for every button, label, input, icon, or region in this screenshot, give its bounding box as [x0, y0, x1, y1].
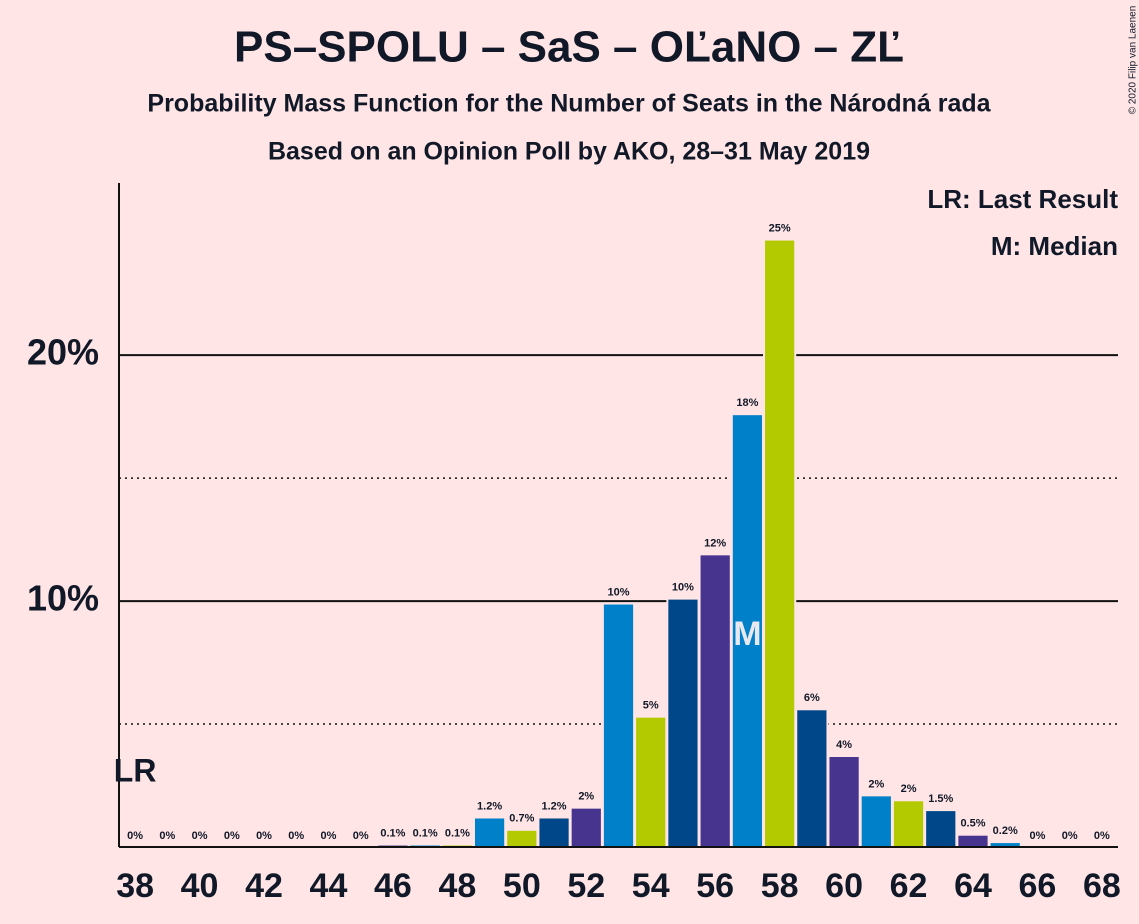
data-label: 0%	[321, 830, 337, 842]
x-tick-label: 66	[1019, 867, 1057, 905]
data-label: 0.2%	[993, 825, 1018, 837]
bar	[859, 794, 893, 848]
data-label: 0%	[127, 830, 143, 842]
x-tick-label: 44	[310, 867, 348, 905]
data-label: 1.2%	[477, 800, 502, 812]
x-tick-label: 56	[696, 867, 734, 905]
x-tick-label: 62	[890, 867, 928, 905]
data-label: 0.1%	[380, 827, 405, 839]
x-tick-label: 38	[116, 867, 154, 905]
bar	[537, 816, 571, 849]
data-label: 10%	[607, 586, 629, 598]
x-tick-label: 68	[1083, 867, 1121, 905]
data-label: 2%	[901, 783, 917, 795]
copyright: © 2020 Filip van Laenen	[1128, 6, 1139, 115]
chart-title: PS–SPOLU – SaS – OĽaNO – ZĽ	[234, 23, 904, 72]
x-tick-label: 42	[245, 867, 283, 905]
bar	[730, 413, 765, 848]
data-label: 0.5%	[960, 818, 985, 830]
data-label: 0%	[256, 830, 272, 842]
x-tick-label: 46	[374, 867, 412, 905]
data-label: 1.5%	[928, 793, 953, 805]
data-label: 6%	[804, 692, 820, 704]
bar	[698, 553, 732, 848]
bar	[505, 828, 539, 848]
bar	[891, 799, 926, 848]
data-label: 25%	[769, 222, 791, 234]
x-tick-label: 64	[954, 867, 992, 905]
data-label: 0%	[1062, 830, 1078, 842]
data-label: 0%	[224, 830, 240, 842]
bar	[634, 715, 668, 848]
bar	[569, 806, 603, 849]
data-label: 10%	[672, 582, 694, 594]
x-tick-label: 48	[438, 867, 476, 905]
median-marker: M	[733, 615, 761, 653]
data-label: 12%	[704, 537, 726, 549]
chart-subtitle: Probability Mass Function for the Number…	[147, 90, 991, 118]
data-label: 0.1%	[445, 827, 470, 839]
data-label: 2%	[578, 791, 594, 803]
data-label: 0%	[1029, 830, 1045, 842]
bar	[472, 816, 507, 849]
x-tick-label: 54	[632, 867, 670, 905]
y-tick-label: 20%	[27, 332, 99, 373]
data-label: 0%	[353, 830, 369, 842]
data-label: 5%	[643, 700, 659, 712]
data-label: 0%	[159, 830, 175, 842]
bar	[666, 597, 700, 848]
chart-subtitle: Based on an Opinion Poll by AKO, 28–31 M…	[268, 138, 870, 166]
data-label: 0%	[1094, 830, 1110, 842]
y-tick-label: 10%	[27, 578, 99, 619]
data-label: 4%	[836, 739, 852, 751]
x-tick-label: 40	[181, 867, 219, 905]
data-label: 0.1%	[413, 827, 438, 839]
bar	[763, 238, 797, 848]
data-label: 0%	[192, 830, 208, 842]
last-result-marker: LR	[114, 752, 157, 788]
x-tick-label: 50	[503, 867, 541, 905]
legend-entry: M: Median	[991, 231, 1118, 261]
data-label: 1.2%	[542, 800, 567, 812]
legend-entry: LR: Last Result	[927, 184, 1118, 214]
bar	[956, 833, 990, 848]
bar	[795, 708, 829, 849]
data-label: 0.7%	[509, 813, 534, 825]
bar	[827, 755, 861, 848]
x-tick-label: 52	[567, 867, 605, 905]
x-tick-label: 58	[761, 867, 799, 905]
data-label: 2%	[868, 778, 884, 790]
x-tick-label: 60	[825, 867, 863, 905]
bar	[924, 809, 958, 848]
data-label: 18%	[736, 397, 758, 409]
data-label: 0%	[288, 830, 304, 842]
bar	[601, 602, 636, 848]
